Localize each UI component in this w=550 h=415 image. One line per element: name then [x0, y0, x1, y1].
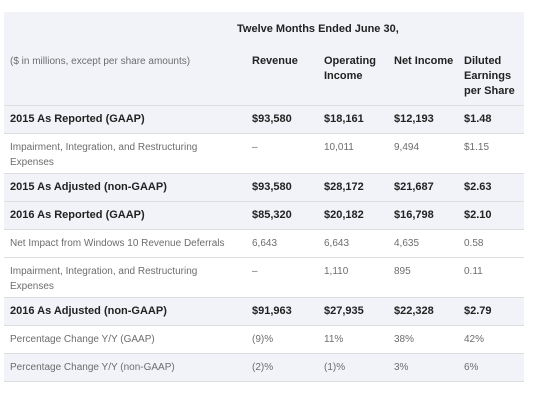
eps-cell: 0.58: [458, 230, 524, 258]
row-label: Percentage Change Y/Y (non-GAAP): [4, 354, 246, 382]
revenue-cell: $91,963: [246, 298, 318, 326]
column-header-revenue: Revenue: [246, 48, 318, 106]
column-header-diluted-eps: Diluted Earnings per Share: [458, 48, 524, 106]
eps-cell: 42%: [458, 326, 524, 354]
row-label: 2016 As Adjusted (non-GAAP): [4, 298, 246, 326]
revenue-cell: $85,320: [246, 202, 318, 230]
column-header-net-income: Net Income: [388, 48, 458, 106]
revenue-cell: –: [246, 258, 318, 298]
operating-income-cell: 6,643: [318, 230, 388, 258]
revenue-cell: (2)%: [246, 354, 318, 382]
row-label: Impairment, Integration, and Restructuri…: [4, 258, 246, 298]
row-label: 2016 As Reported (GAAP): [4, 202, 246, 230]
row-label: Percentage Change Y/Y (GAAP): [4, 326, 246, 354]
period-header: Twelve Months Ended June 30,: [4, 12, 524, 48]
row-label: 2015 As Reported (GAAP): [4, 106, 246, 134]
net-income-cell: 4,635: [388, 230, 458, 258]
revenue-cell: $93,580: [246, 174, 318, 202]
eps-cell: $2.79: [458, 298, 524, 326]
operating-income-cell: 10,011: [318, 134, 388, 174]
operating-income-cell: $18,161: [318, 106, 388, 134]
revenue-cell: (9)%: [246, 326, 318, 354]
net-income-cell: 9,494: [388, 134, 458, 174]
net-income-cell: 3%: [388, 354, 458, 382]
eps-cell: $2.63: [458, 174, 524, 202]
revenue-cell: –: [246, 134, 318, 174]
net-income-cell: 38%: [388, 326, 458, 354]
net-income-cell: $21,687: [388, 174, 458, 202]
row-label: Net Impact from Windows 10 Revenue Defer…: [4, 230, 246, 258]
net-income-cell: 895: [388, 258, 458, 298]
revenue-cell: 6,643: [246, 230, 318, 258]
operating-income-cell: $20,182: [318, 202, 388, 230]
net-income-cell: $16,798: [388, 202, 458, 230]
eps-cell: $2.10: [458, 202, 524, 230]
row-label: 2015 As Adjusted (non-GAAP): [4, 174, 246, 202]
net-income-cell: $12,193: [388, 106, 458, 134]
reconciliation-table: Twelve Months Ended June 30, ($ in milli…: [4, 12, 524, 382]
column-header-units: ($ in millions, except per share amounts…: [4, 48, 246, 106]
operating-income-cell: (1)%: [318, 354, 388, 382]
row-label: Impairment, Integration, and Restructuri…: [4, 134, 246, 174]
operating-income-cell: 1,110: [318, 258, 388, 298]
eps-cell: $1.15: [458, 134, 524, 174]
net-income-cell: $22,328: [388, 298, 458, 326]
eps-cell: 0.11: [458, 258, 524, 298]
operating-income-cell: $28,172: [318, 174, 388, 202]
eps-cell: $1.48: [458, 106, 524, 134]
eps-cell: 6%: [458, 354, 524, 382]
column-header-operating-income: Operating Income: [318, 48, 388, 106]
revenue-cell: $93,580: [246, 106, 318, 134]
operating-income-cell: 11%: [318, 326, 388, 354]
operating-income-cell: $27,935: [318, 298, 388, 326]
